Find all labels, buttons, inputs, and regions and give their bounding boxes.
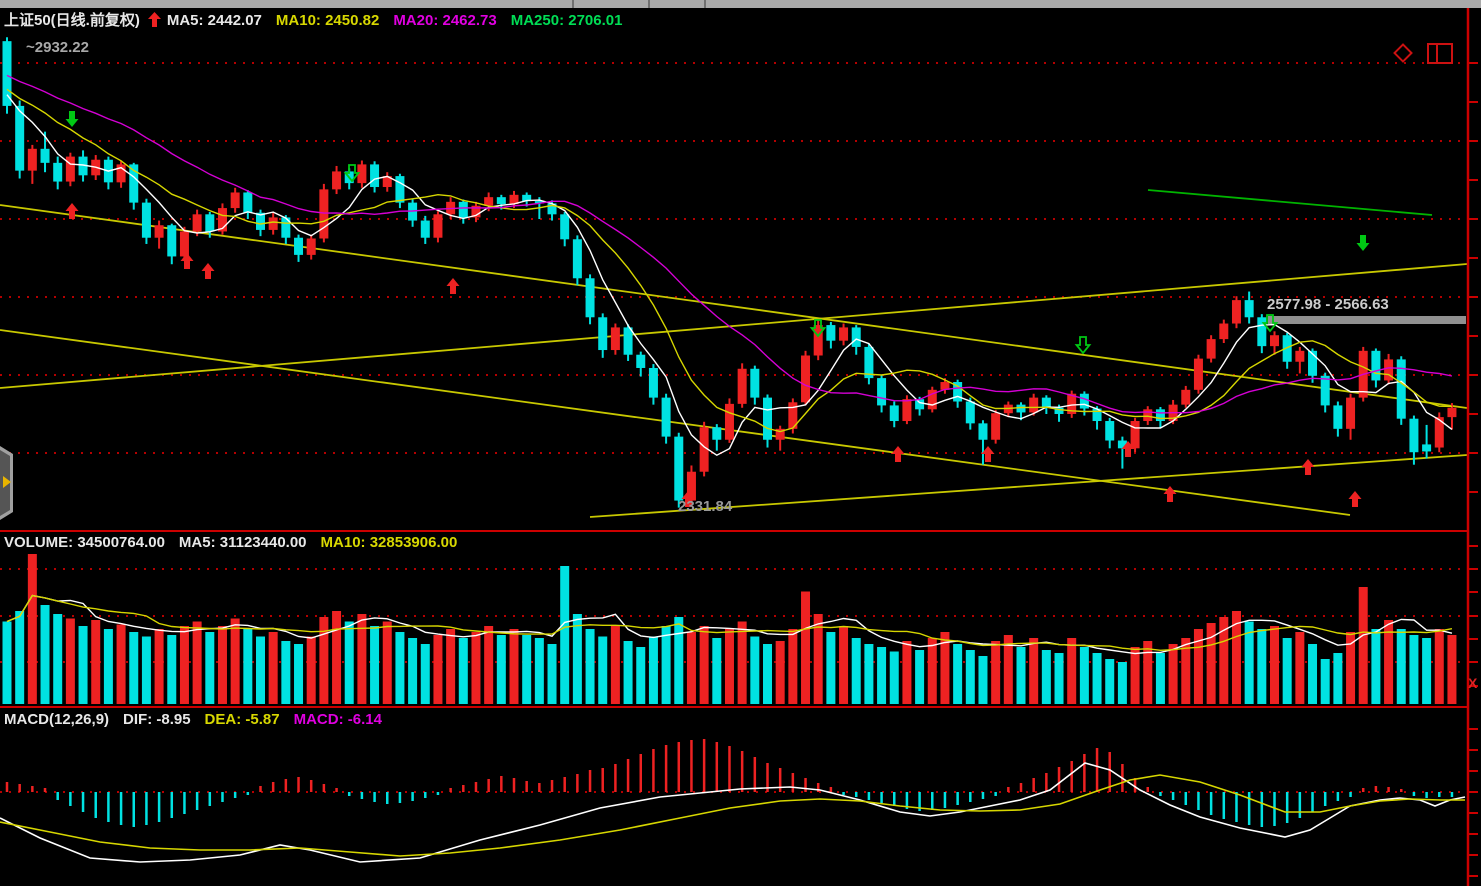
- up-arrow-icon: [147, 12, 161, 27]
- volume-bars: [2, 554, 1457, 704]
- macd-name: MACD(12,26,9): [4, 711, 110, 728]
- vol-ma10: [6, 594, 1453, 652]
- top-strip-divider: [572, 0, 574, 8]
- ma20-line: [6, 74, 1453, 414]
- flyout-arrow-icon: [3, 476, 11, 488]
- top-strip-divider: [648, 0, 650, 8]
- ma250-line: [1147, 189, 1433, 216]
- ma10: [6, 88, 1452, 433]
- dif: [0, 762, 1466, 863]
- volume-ma10-line: [6, 594, 1453, 652]
- vol-ma5: [6, 594, 1453, 655]
- trendlines: [0, 189, 1468, 518]
- diamond-icon[interactable]: [1393, 43, 1413, 63]
- macd-readout: MACD: -6.14: [293, 711, 382, 728]
- window-top-strip: [0, 0, 1481, 8]
- main-pane-header: 上证50(日线.前复权) MA5: 2442.07 MA10: 2450.82 MA2…: [4, 9, 636, 30]
- svg-text:2331.84: 2331.84: [678, 498, 733, 515]
- gap-zone-bar: [1268, 316, 1466, 324]
- ma10-readout: MA10: 2450.82: [275, 12, 380, 29]
- volume-pane-header: VOLUME: 34500764.00 MA5: 31123440.00 MA10:…: [4, 534, 471, 551]
- dea-readout: DEA: -5.87: [204, 711, 280, 728]
- candles: [2, 37, 1457, 508]
- volume-ma5-line: [6, 594, 1453, 655]
- price-annotations: ~2932.22 2577.98 - 2566.63 2331.84: [26, 39, 1389, 515]
- ma20: [6, 74, 1453, 414]
- svg-text:2577.98 - 2566.63: 2577.98 - 2566.63: [1267, 296, 1389, 313]
- dea-line: [0, 774, 1465, 857]
- right-edge-x-mark[interactable]: X: [1468, 675, 1478, 691]
- dif-line: [0, 762, 1466, 863]
- ma5-readout: MA5: 2442.07: [166, 12, 262, 29]
- volume-readout: VOLUME: 34500764.00: [4, 534, 165, 551]
- dea: [0, 774, 1465, 857]
- ma5: [6, 94, 1453, 457]
- ma5-line: [6, 94, 1453, 457]
- dif-readout: DIF: -8.95: [123, 711, 191, 728]
- toolbar-icons: [1393, 43, 1453, 64]
- ma10-line: [6, 88, 1452, 433]
- frame: [0, 8, 1478, 886]
- signal-arrows: [65, 111, 1370, 507]
- ma20-readout: MA20: 2462.73: [393, 12, 497, 29]
- ma250-readout: MA250: 2706.01: [510, 12, 623, 29]
- symbol-title: 上证50(日线.前复权): [4, 12, 140, 29]
- macd-histogram: [5, 739, 1454, 827]
- gap-bar: [1268, 316, 1466, 324]
- macd-pane-header: MACD(12,26,9) DIF: -8.95 DEA: -5.87 MACD: -…: [4, 711, 396, 728]
- volume-ma10-readout: MA10: 32853906.00: [320, 534, 458, 551]
- top-strip-divider: [704, 0, 706, 8]
- left-flyout-handle[interactable]: [0, 444, 16, 524]
- svg-text:~2932.22: ~2932.22: [26, 39, 89, 56]
- volume-ma5-readout: MA5: 31123440.00: [178, 534, 307, 551]
- split-window-icon[interactable]: [1427, 43, 1453, 64]
